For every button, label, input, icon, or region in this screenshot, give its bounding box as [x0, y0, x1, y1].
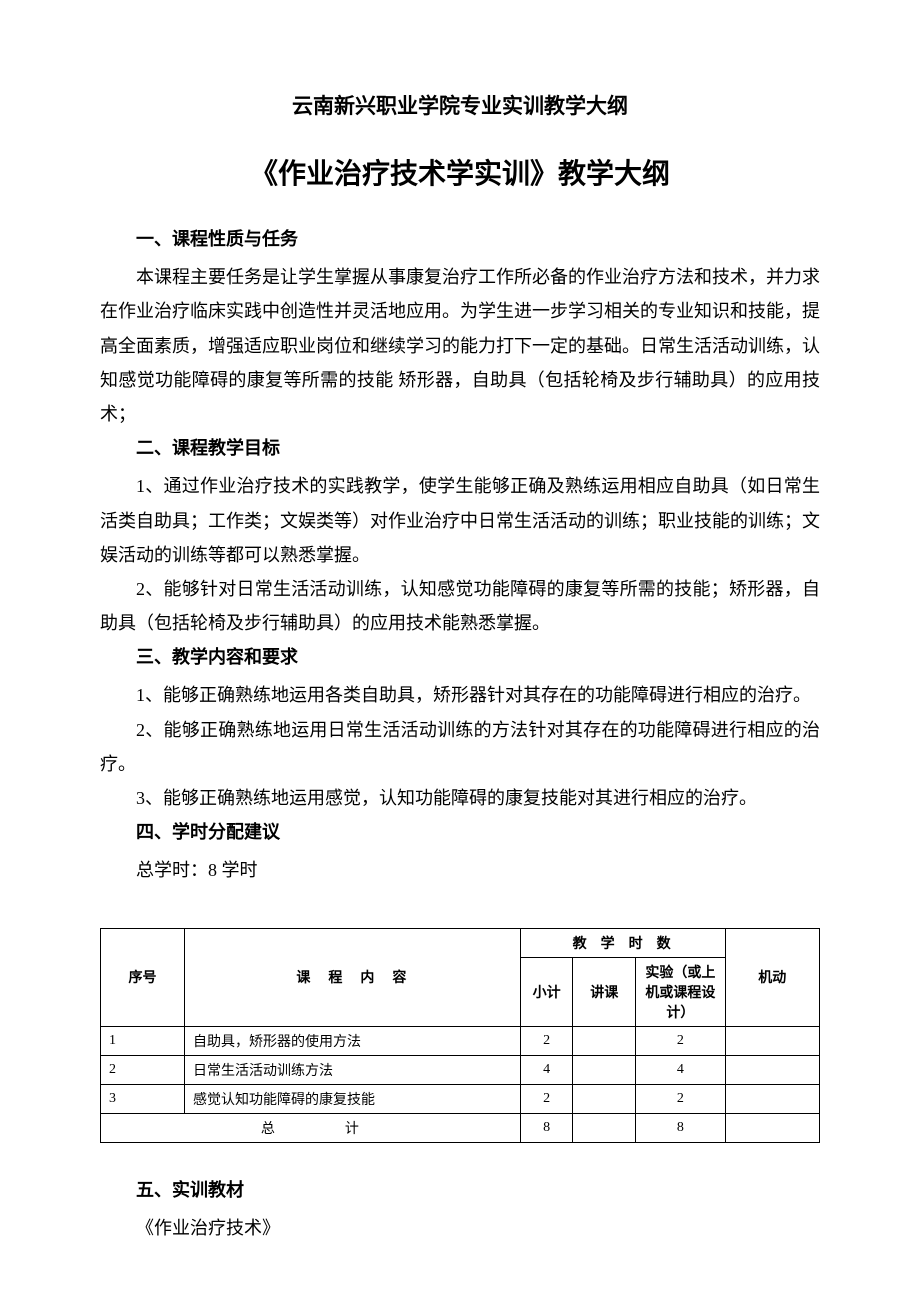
cell-lab: 4 — [636, 1055, 725, 1084]
cell-flex — [725, 1026, 820, 1055]
cell-lab: 2 — [636, 1026, 725, 1055]
section-2-title: 二、课程教学目标 — [100, 431, 820, 465]
cell-seq: 3 — [101, 1084, 185, 1113]
cell-subtotal: 2 — [520, 1026, 572, 1055]
document-header: 云南新兴职业学院专业实训教学大纲 — [100, 90, 820, 120]
cell-total-lab: 8 — [636, 1113, 725, 1142]
section-5-paragraph-1: 《作业治疗技术》 — [100, 1211, 820, 1245]
cell-lab: 2 — [636, 1084, 725, 1113]
header-hours-group: 教学时数 — [520, 928, 725, 957]
header-lab: 实验（或上机或课程设计） — [636, 957, 725, 1026]
table-header-row-1: 序号 课程内容 教学时数 机动 — [101, 928, 820, 957]
document-title: 《作业治疗技术学实训》教学大纲 — [100, 152, 820, 192]
section-4-paragraph-1: 总学时：8 学时 — [100, 853, 820, 887]
header-subtotal: 小计 — [520, 957, 572, 1026]
cell-subtotal: 2 — [520, 1084, 572, 1113]
section-3-paragraph-3: 3、能够正确熟练地运用感觉，认知功能障碍的康复技能对其进行相应的治疗。 — [100, 781, 820, 815]
cell-lecture — [573, 1055, 636, 1084]
cell-seq: 2 — [101, 1055, 185, 1084]
cell-flex — [725, 1055, 820, 1084]
cell-subtotal: 4 — [520, 1055, 572, 1084]
cell-total-lecture — [573, 1113, 636, 1142]
cell-flex — [725, 1084, 820, 1113]
table-row: 2 日常生活活动训练方法 4 4 — [101, 1055, 820, 1084]
cell-content: 日常生活活动训练方法 — [184, 1055, 520, 1084]
header-flex: 机动 — [725, 928, 820, 1026]
section-2-paragraph-2: 2、能够针对日常生活活动训练，认知感觉功能障碍的康复等所需的技能；矫形器，自助具… — [100, 572, 820, 640]
hours-allocation-table: 序号 课程内容 教学时数 机动 小计 讲课 实验（或上机或课程设计） 1 自助具… — [100, 928, 820, 1143]
section-5-title: 五、实训教材 — [100, 1173, 820, 1207]
cell-total-label: 总计 — [101, 1113, 521, 1142]
section-3-title: 三、教学内容和要求 — [100, 640, 820, 674]
section-3-paragraph-1: 1、能够正确熟练地运用各类自助具，矫形器针对其存在的功能障碍进行相应的治疗。 — [100, 678, 820, 712]
table-row: 1 自助具，矫形器的使用方法 2 2 — [101, 1026, 820, 1055]
section-2-paragraph-1: 1、通过作业治疗技术的实践教学，使学生能够正确及熟练运用相应自助具（如日常生活类… — [100, 469, 820, 572]
cell-total-subtotal: 8 — [520, 1113, 572, 1142]
section-4-title: 四、学时分配建议 — [100, 815, 820, 849]
header-lecture: 讲课 — [573, 957, 636, 1026]
cell-content: 感觉认知功能障碍的康复技能 — [184, 1084, 520, 1113]
section-1-title: 一、课程性质与任务 — [100, 222, 820, 256]
section-1-paragraph-1: 本课程主要任务是让学生掌握从事康复治疗工作所必备的作业治疗方法和技术，并力求在作… — [100, 260, 820, 431]
cell-content: 自助具，矫形器的使用方法 — [184, 1026, 520, 1055]
cell-seq: 1 — [101, 1026, 185, 1055]
table-total-row: 总计 8 8 — [101, 1113, 820, 1142]
cell-total-flex — [725, 1113, 820, 1142]
cell-lecture — [573, 1026, 636, 1055]
cell-lecture — [573, 1084, 636, 1113]
table-row: 3 感觉认知功能障碍的康复技能 2 2 — [101, 1084, 820, 1113]
header-content: 课程内容 — [184, 928, 520, 1026]
header-seq: 序号 — [101, 928, 185, 1026]
section-3-paragraph-2: 2、能够正确熟练地运用日常生活活动训练的方法针对其存在的功能障碍进行相应的治疗。 — [100, 713, 820, 781]
